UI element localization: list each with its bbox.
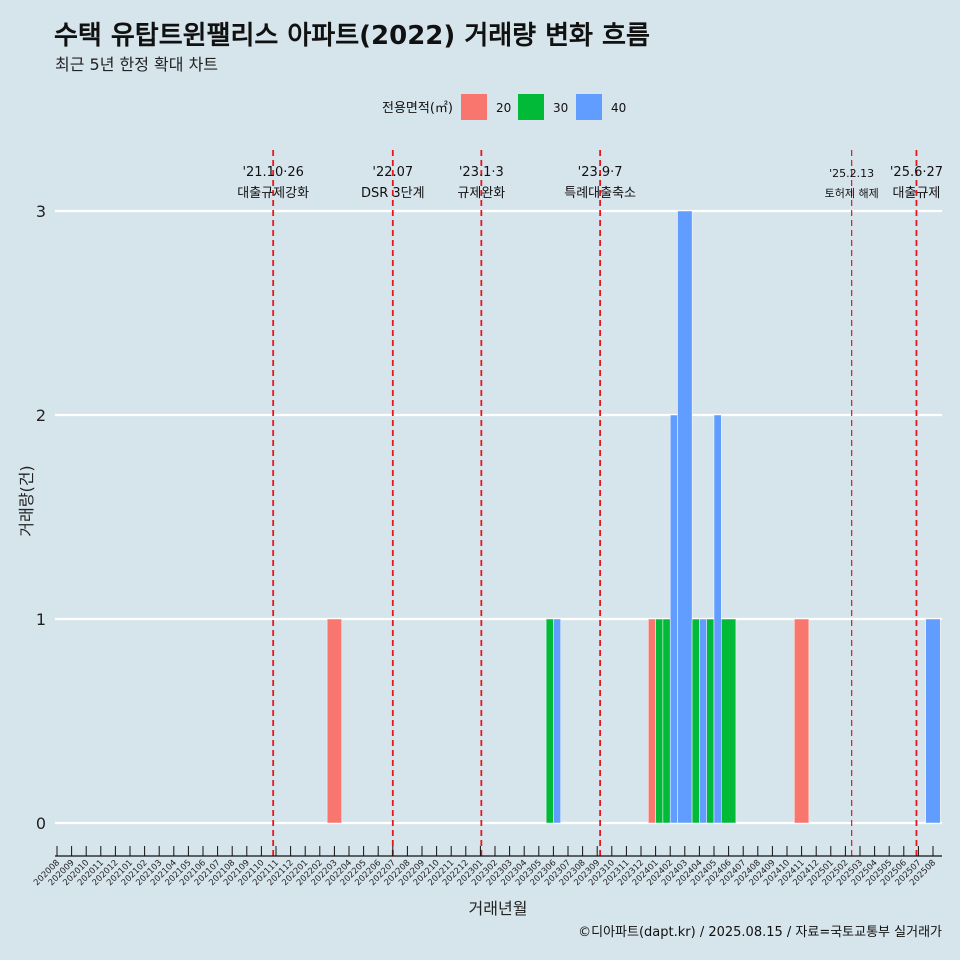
event-date-3: '23.1·3 bbox=[459, 165, 504, 180]
event-date-6: '25.6·27 bbox=[890, 165, 943, 180]
event-label-4: 특례대출축소 bbox=[564, 186, 636, 201]
bar-202411-20 bbox=[794, 618, 810, 824]
bar-202306-30 bbox=[545, 618, 554, 824]
bar-202401-20 bbox=[648, 618, 656, 824]
bars bbox=[326, 210, 941, 824]
event-date-1: '21.10·26 bbox=[242, 165, 303, 180]
bar-202203-20 bbox=[326, 618, 342, 824]
y-axis-ticks: 0 1 2 3 bbox=[36, 202, 46, 833]
y-tick-label-2: 2 bbox=[36, 406, 46, 425]
event-label-1: 대출규제강화 bbox=[237, 186, 309, 201]
legend-label-30: 30 bbox=[553, 101, 568, 115]
event-date-4: '23.9·7 bbox=[578, 165, 623, 180]
x-axis: 2020082020092020102020112020122021012021… bbox=[32, 846, 942, 888]
y-tick-label-1: 1 bbox=[36, 610, 46, 629]
event-label-3: 규제완화 bbox=[457, 186, 505, 201]
chart-caption: ©디아파트(dapt.kr) / 2025.08.15 / 자료=국토교통부 실… bbox=[578, 925, 942, 940]
x-axis-label: 거래년월 bbox=[469, 899, 528, 918]
legend-label-20: 20 bbox=[496, 101, 511, 115]
event-label-6: 대출규제 bbox=[893, 186, 941, 201]
legend-swatch-30 bbox=[518, 94, 544, 120]
bar-202404-30 bbox=[691, 618, 700, 824]
bar-202406-30 bbox=[721, 618, 737, 824]
event-date-2: '22.07 bbox=[372, 165, 413, 180]
legend-label-40: 40 bbox=[611, 101, 626, 115]
bar-202402-30 bbox=[662, 618, 671, 824]
legend-title: 전용면적(㎡) bbox=[382, 101, 453, 116]
y-tick-label-3: 3 bbox=[36, 202, 46, 221]
event-label-5: 토허제 해제 bbox=[825, 186, 879, 200]
y-axis-label: 거래량(건) bbox=[17, 465, 36, 536]
legend-swatch-40 bbox=[576, 94, 602, 120]
event-lines: '21.10·26 대출규제강화 '22.07 DSR 3단계 '23.1·3 규제완화 '… bbox=[237, 150, 943, 856]
bar-202508-40 bbox=[925, 618, 941, 824]
bar-202405-30 bbox=[706, 618, 715, 824]
y-tick-label-0: 0 bbox=[36, 814, 46, 833]
bar-202404-40 bbox=[699, 618, 707, 824]
bar-202306-40 bbox=[553, 618, 561, 824]
event-date-5: '25.2.13 bbox=[829, 167, 874, 180]
legend-swatch-20 bbox=[461, 94, 487, 120]
bar-202403-40 bbox=[677, 210, 693, 824]
bar-202401-30 bbox=[655, 618, 664, 824]
bar-202402-40 bbox=[669, 414, 678, 824]
chart-subtitle: 최근 5년 한정 확대 차트 bbox=[55, 55, 218, 74]
bar-202405-40 bbox=[713, 414, 722, 824]
chart-title: 수택 유탑트윈팰리스 아파트(2022) 거래량 변화 흐름 bbox=[54, 21, 650, 51]
event-label-2: DSR 3단계 bbox=[361, 186, 425, 201]
legend: 전용면적(㎡) 20 30 40 bbox=[382, 94, 626, 120]
